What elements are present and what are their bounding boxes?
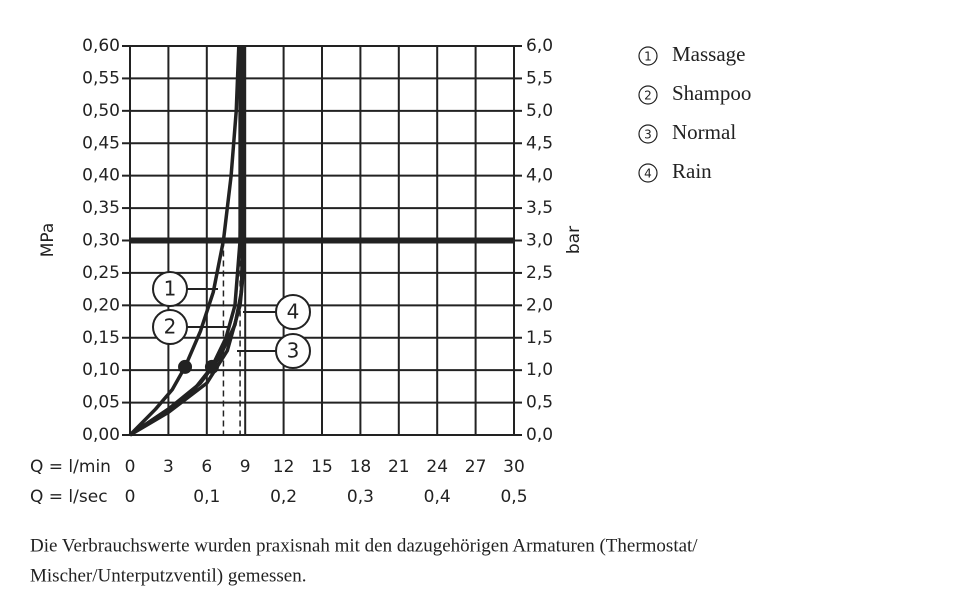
y2-tick-label: 0,0 <box>526 425 553 445</box>
callout-circle <box>275 294 311 330</box>
y2-tick-label: 5,5 <box>526 68 553 88</box>
y2-tick-label: 4,0 <box>526 166 553 186</box>
x-tick-label: 18 <box>350 457 372 477</box>
y2-tick-label: 1,5 <box>526 328 553 348</box>
y-axis-title: MPa <box>38 223 58 258</box>
highlight-point <box>204 359 219 374</box>
callout-circle <box>275 333 311 369</box>
x-axis-title: Q = l/min <box>30 457 111 477</box>
callout-label: 2 <box>164 315 177 339</box>
x-tick-label: 9 <box>240 457 251 477</box>
callout-label: 4 <box>287 300 300 324</box>
legend-number: 2 <box>644 89 652 103</box>
legend-circle <box>638 85 658 105</box>
y2-tick-label: 2,0 <box>526 295 553 315</box>
y-tick-label: 0,15 <box>82 328 120 348</box>
y-tick-label: 0,10 <box>82 360 120 380</box>
x2-tick-label: 0,4 <box>424 487 451 507</box>
y2-tick-label: 4,5 <box>526 133 553 153</box>
y-tick-label: 0,05 <box>82 393 120 413</box>
y-tick-label: 0,45 <box>82 133 120 153</box>
x-tick-label: 15 <box>311 457 333 477</box>
y-tick-label: 0,55 <box>82 68 120 88</box>
y2-tick-label: 5,0 <box>526 101 553 121</box>
x-tick-label: 21 <box>388 457 410 477</box>
x-tick-label: 30 <box>503 457 525 477</box>
x2-axis-title: Q = l/sec <box>30 487 108 507</box>
y-tick-label: 0,20 <box>82 295 120 315</box>
legend-label: Massage <box>672 42 745 66</box>
legend-circle <box>638 124 658 144</box>
line <box>128 45 241 437</box>
callout-label: 1 <box>164 277 177 301</box>
x2-tick-label: 0,2 <box>270 487 297 507</box>
note: Die Verbrauchswerte wurden praxisnah mit… <box>30 535 698 556</box>
y2-tick-label: 1,0 <box>526 360 553 380</box>
callout-label: 3 <box>287 339 300 363</box>
x-tick-label: 3 <box>163 457 174 477</box>
legend-circle <box>638 46 658 66</box>
legend-label: Normal <box>672 120 736 144</box>
y-tick-label: 0,30 <box>82 231 120 251</box>
legend-label: Shampoo <box>672 81 751 105</box>
y2-tick-label: 6,0 <box>526 36 553 56</box>
x2-tick-label: 0,3 <box>347 487 374 507</box>
y-tick-label: 0,25 <box>82 263 120 283</box>
y2-axis-title: bar <box>564 226 584 254</box>
legend-number: 4 <box>644 167 652 181</box>
y2-tick-label: 3,5 <box>526 198 553 218</box>
legend-label: Rain <box>672 159 712 183</box>
y-tick-label: 0,60 <box>82 36 120 56</box>
x-tick-label: 24 <box>426 457 448 477</box>
y-tick-label: 0,50 <box>82 101 120 121</box>
y-tick-label: 0,35 <box>82 198 120 218</box>
legend-circle <box>638 163 658 183</box>
x-tick-label: 12 <box>273 457 295 477</box>
legend-number: 1 <box>644 50 652 64</box>
note: Mischer/Unterputzventil) gemessen. <box>30 565 306 586</box>
callout-circle <box>152 309 188 345</box>
highlight-point <box>178 359 193 374</box>
y-tick-label: 0,00 <box>82 425 120 445</box>
callout-circle <box>152 271 188 307</box>
x2-tick-label: 0,5 <box>500 487 527 507</box>
y2-tick-label: 2,5 <box>526 263 553 283</box>
y2-tick-label: 3,0 <box>526 231 553 251</box>
x2-tick-label: 0 <box>125 487 136 507</box>
x2-tick-label: 0,1 <box>193 487 220 507</box>
x-tick-label: 6 <box>201 457 212 477</box>
line <box>129 46 246 437</box>
y-tick-label: 0,40 <box>82 166 120 186</box>
x-tick-label: 27 <box>465 457 487 477</box>
x-tick-label: 0 <box>125 457 136 477</box>
legend-number: 3 <box>644 128 652 142</box>
y2-tick-label: 0,5 <box>526 393 553 413</box>
